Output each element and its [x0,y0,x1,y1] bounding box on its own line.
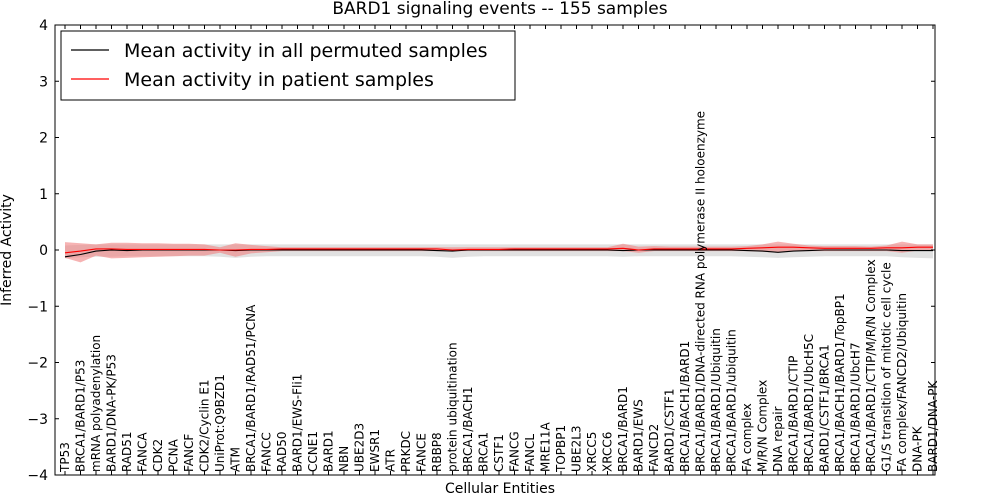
legend-label-patient: Mean activity in patient samples [124,69,434,91]
x-tick-label: BARD1/DNA-PK/P53 [105,354,119,472]
x-tick-label: BRCA1/BACH1 [461,386,475,472]
x-tick-label: BARD1/EWS [632,399,646,472]
x-tick-label: TOPBP1 [554,425,568,473]
x-tick-label: ATR [384,449,398,472]
legend: Mean activity in all permuted samples Me… [60,30,516,101]
x-tick-label: BARD1/CSTF1/BRCA1 [818,344,832,472]
x-tick-label: XRCC6 [601,432,615,472]
x-tick-label: PRKDC [399,431,413,472]
x-tick-label: NBN [337,446,351,472]
x-tick-label: BRCA1/BARD1/UbcH5C [802,334,816,472]
x-tick-label: BRCA1/BARD1/DNA-directed RNA polymerase … [694,111,708,472]
x-tick-label: XRCC5 [585,432,599,472]
x-tick-label: BRCA1/BARD1/CTIP [787,356,801,472]
x-tick-label: BARD1 [322,430,336,472]
confidence-bands [65,241,933,263]
x-tick-label: CDK2 [151,439,165,472]
line-patient-mean [64,246,933,254]
x-tick-label: DNA repair [771,406,785,472]
x-tick-label: TP53 [58,442,72,473]
x-tick-label: FANCA [136,432,150,472]
band-patient [65,241,933,263]
x-tick-label: M/R/N Complex [756,380,770,472]
x-tick-label: BARD1/CSTF1 [663,388,677,472]
x-tick-label: FA complex [740,403,754,472]
plot-frame [54,24,936,476]
x-tick-label: FANCD2 [647,424,661,472]
x-tick-label: RAD50 [275,431,289,472]
y-tick-label: −3 [27,412,48,428]
x-tick-label: FANCC [260,432,274,472]
x-tick-label: FANCL [523,434,537,472]
x-tick-label: BARD1/EWS-Fli1 [291,374,305,472]
series-lines [64,246,933,258]
y-tick-label: −1 [27,299,48,315]
y-tick-label: 4 [39,18,48,34]
y-tick-label: 1 [39,187,48,203]
x-tick-label: CCNE1 [306,431,320,472]
x-tick-label: EWSR1 [368,429,382,472]
x-tick-label: DNA-PK [911,425,925,472]
x-tick-label: protein ubiquitination [446,342,460,472]
x-tick-label: FANCF [182,434,196,472]
x-tick-label: RAD51 [120,431,134,472]
y-axis: −4 −3 −2 −1 0 1 2 3 4 [27,18,935,484]
y-tick-label: 0 [39,243,48,259]
x-tick-label: G1/S transition of mitotic cell cycle [880,262,894,472]
x-tick-label: BRCA1/BACH1/BARD1/TopBP1 [833,293,847,472]
x-axis: TP53 BRCA1/BARD1/P53 mRNA polyadenylation B… [58,25,940,475]
x-tick-label: RBBP8 [430,432,444,472]
x-tick-label: FANCG [508,431,522,472]
chart-title: BARD1 signaling events -- 155 samples [332,0,667,19]
x-tick-label: UBE2L3 [570,425,584,472]
y-tick-label: −4 [27,468,48,484]
x-axis-label: Cellular Entities [445,481,555,497]
x-tick-label: BRCA1/BARD1/UbcH7 [849,342,863,472]
x-tick-label: BRCA1/BACH1/BARD1 [678,341,692,472]
x-tick-label: BRCA1 [477,432,491,472]
x-tick-label: FANCE [415,433,429,472]
x-tick-label: FA complex/FANCD2/Ubiquitin [895,293,909,472]
x-tick-label: BARD1/DNA-PK [926,380,940,472]
x-tick-label: CSTF1 [492,434,506,472]
x-tick-label: BRCA1/BARD1/RAD51/PCNA [244,304,258,472]
y-tick-label: 2 [39,131,48,147]
x-tick-label: CDK2/Cyclin E1 [198,379,212,472]
x-tick-label: MRE11A [539,421,553,472]
x-tick-label: BRCA1/BARD1/P53 [74,360,88,472]
x-tick-label: BRCA1/BARD1/CTIP/M/R/N Complex [864,259,878,472]
legend-box [60,30,516,101]
x-tick-label: UBE2D3 [353,423,367,472]
x-tick-label: PCNA [167,438,181,472]
x-tick-label: BRCA1/BARD1/ubiquitin [725,329,739,472]
x-tick-label: mRNA polyadenylation [89,335,103,472]
x-tick-label: BRCA1/BARD1/Ubiquitin [709,328,723,472]
y-axis-label: Inferred Activity [0,194,15,306]
legend-label-permuted: Mean activity in all permuted samples [124,40,487,62]
x-tick-label: BRCA1/BARD1 [616,386,630,472]
x-tick-label: UniProt:Q9BZD1 [213,374,227,472]
x-tick-label: ATM [229,447,243,472]
y-tick-label: 3 [39,74,48,90]
y-tick-label: −2 [27,356,48,372]
